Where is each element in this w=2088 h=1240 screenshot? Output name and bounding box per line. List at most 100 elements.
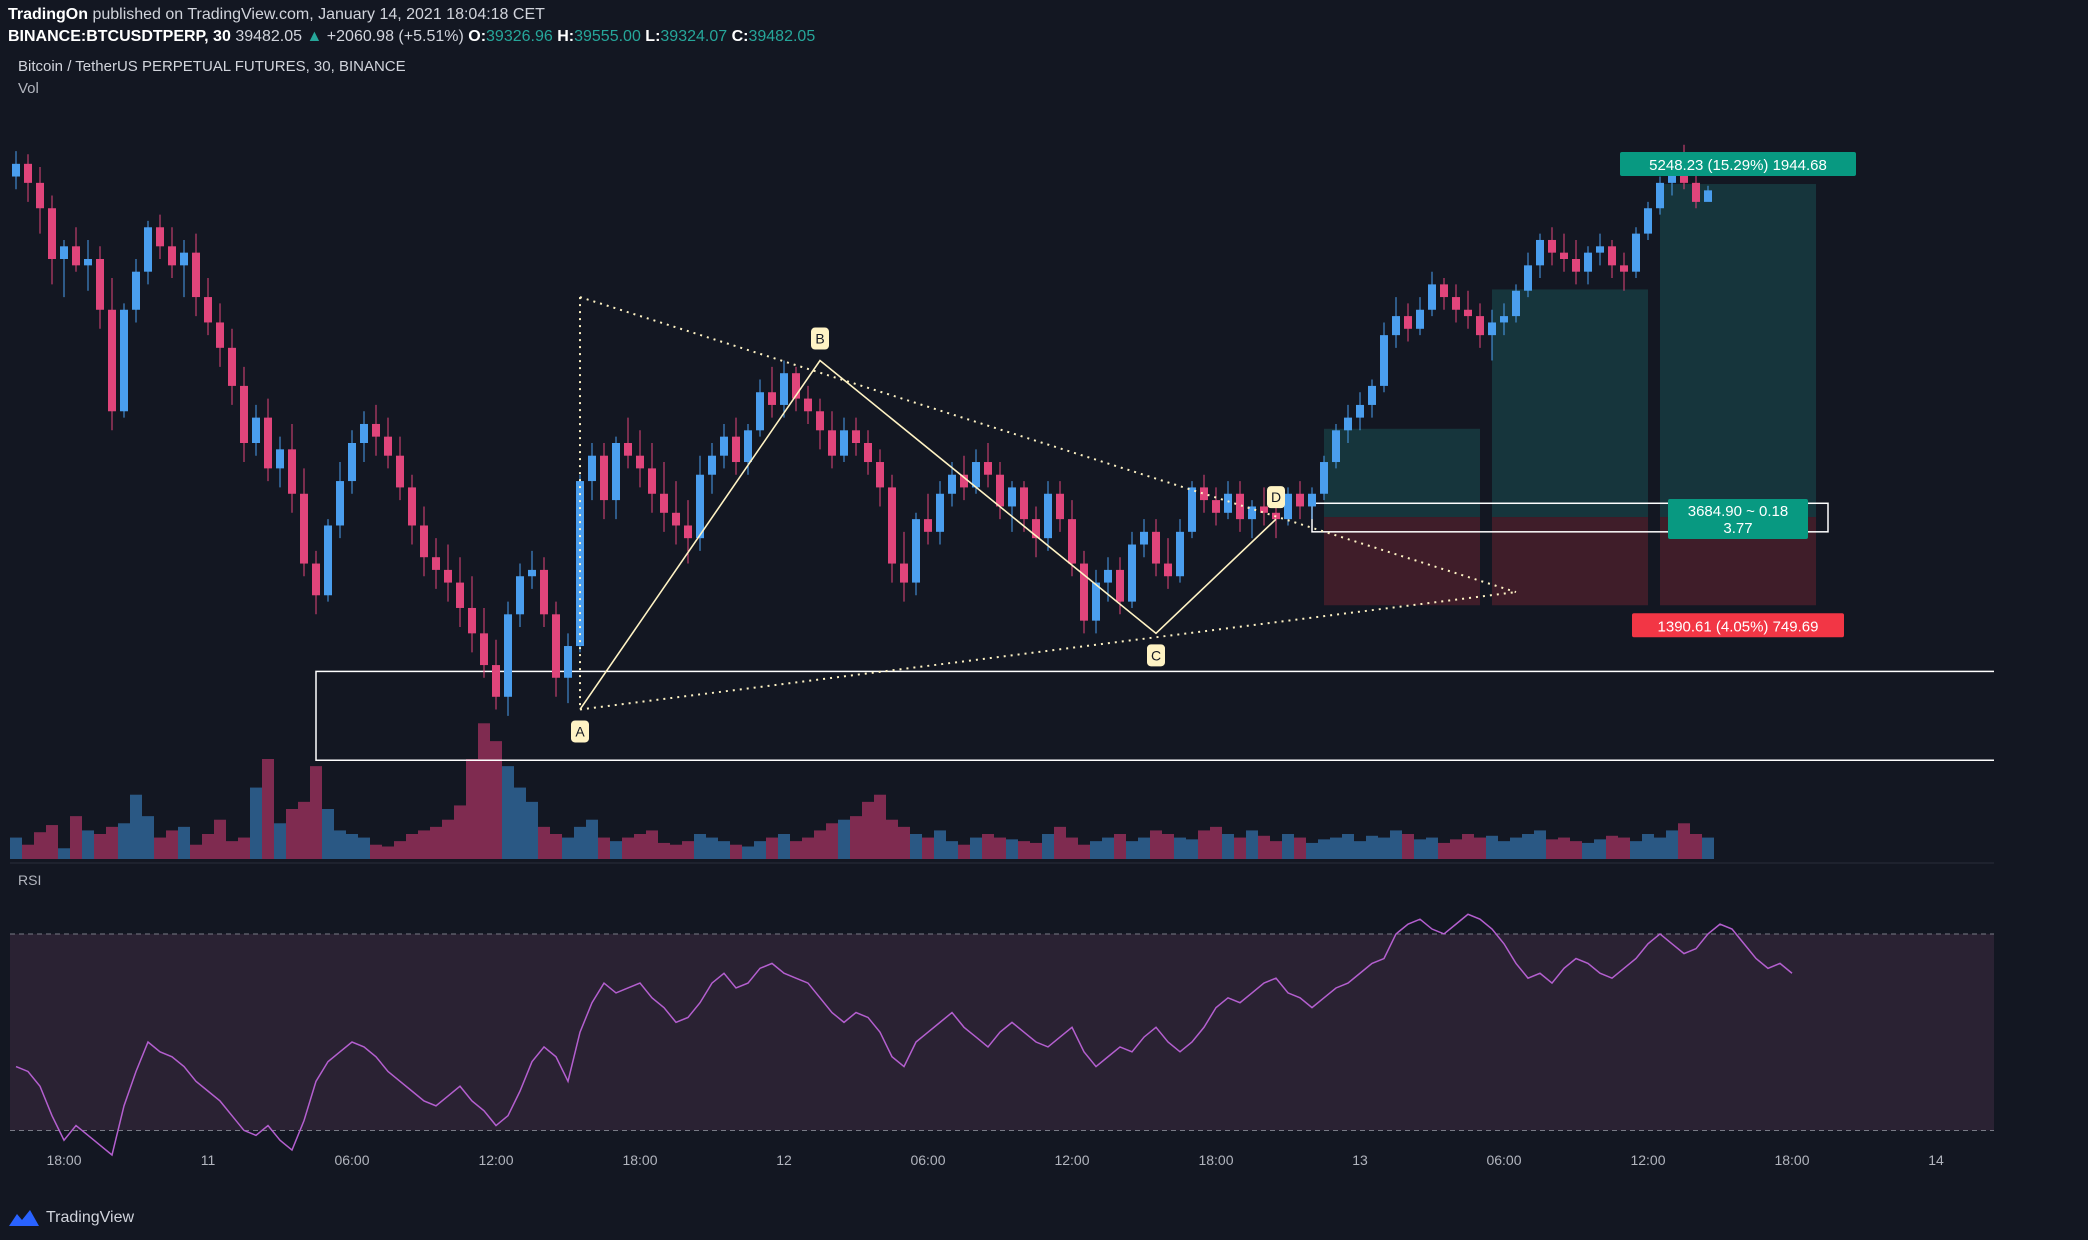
candle-body [1092,582,1100,621]
pattern-point-d[interactable]: D [1267,486,1285,509]
volume-bar [682,841,694,859]
candle-body [1044,493,1052,539]
candle-body [756,392,764,431]
price-chart[interactable]: Bitcoin / TetherUS PERPETUAL FUTURES, 30… [10,55,1994,1165]
volume-bar [502,766,514,859]
volume-bar [1498,841,1510,859]
pattern-point-c[interactable]: C [1147,644,1165,667]
volume-bar [790,841,802,859]
candle-body [1704,190,1712,202]
volume-bar [586,819,598,859]
last-price: 39482.05 [235,28,303,45]
volume-bar [1630,841,1642,859]
volume-bar [1138,837,1150,859]
candle-body [1356,404,1364,418]
candle-body [1560,252,1568,259]
publish-info: published on TradingView.com, January 14… [92,6,545,23]
candle-body [204,297,212,323]
mid-label-text-1: 3684.90 ~ 0.18 [1688,503,1789,520]
candle-body [156,227,164,247]
candle-body [372,423,380,437]
volume-bar [1066,837,1078,859]
volume-bar [1162,834,1174,859]
footer-brand[interactable]: TradingView [46,1209,135,1226]
pattern-point-b[interactable]: B [811,327,829,350]
publisher-name[interactable]: TradingOn [8,6,88,23]
candle-body [1188,487,1196,532]
volume-bar [1234,837,1246,859]
candle-body [228,347,236,386]
pattern-point-badge [811,327,829,350]
candle-body [1680,170,1688,183]
volume-bar [646,830,658,859]
pattern-point-label: C [1151,647,1161,663]
volume-bar [574,826,586,859]
candle-body [600,455,608,501]
time-tick-label: 06:00 [1486,1152,1521,1165]
volume-bar [1486,835,1498,859]
triangle-upper-line[interactable] [579,296,1517,594]
price-change: +2060.98 (+5.51%) [326,28,464,45]
candle-body [264,417,272,469]
volume-bar [1258,835,1270,859]
volume-bar [130,794,142,859]
stop-label: 1390.61 (4.05%) 749.69 [1632,613,1844,638]
volume-bar [10,837,22,859]
time-tick-label: 13 [1352,1152,1368,1165]
candle-body [1452,297,1460,310]
candle-body [996,474,1004,507]
candle-body [108,309,116,412]
close-label: C: [731,28,749,45]
rsi-pane [10,913,1994,1157]
volume-bar [694,834,706,859]
volume-bar [1402,834,1414,859]
candle-body [1164,563,1172,577]
time-tick-label: 18:00 [622,1152,657,1165]
candle-body [1080,563,1088,621]
candle-body [972,462,980,488]
candle-body [528,569,536,577]
volume-bar [994,837,1006,859]
candle-body [864,443,872,463]
volume-bar [490,741,502,859]
volume-bar [706,837,718,859]
support-zone[interactable] [315,670,1994,761]
time-tick-label: 18:00 [1774,1152,1809,1165]
volume-bar [1606,835,1618,859]
candle-body [1380,335,1388,386]
candle-body [792,373,800,399]
target-zone [1660,184,1816,518]
time-tick-label: 12 [776,1152,792,1165]
volume-bar [514,787,526,859]
volume-bar [214,819,226,859]
time-axis[interactable]: 18:00 11 06:00 12:00 18:00 12 06:00 12:00 18:00 1… [46,1152,1994,1165]
legend-vol: Vol [18,80,39,97]
candle-body [1140,531,1148,545]
volume-bar [766,837,778,859]
volume-bar [1666,830,1678,859]
candle-body [96,259,104,310]
candle-body [672,512,680,526]
volume-bar [1678,823,1690,859]
candle-body [720,436,728,456]
high-value: 39555.00 [574,28,641,45]
candle-body [516,576,524,615]
candle-body [300,493,308,564]
volume-bar [442,819,454,859]
tradingview-logo-icon[interactable] [8,1209,40,1227]
volume-bar [1042,834,1054,859]
volume-bar [730,844,742,859]
candle-body [1440,284,1448,298]
candle-body [1104,569,1112,583]
volume-bar [1222,834,1234,859]
candle-body [1656,182,1664,209]
candle-body [504,614,512,697]
volume-bar [1462,834,1474,859]
candle-body [768,392,776,405]
volume-bar [1150,830,1162,859]
candle-body [324,525,332,596]
abcd-pattern-line[interactable] [579,359,1277,710]
pattern-point-a[interactable]: A [571,720,589,743]
volume-bar [1654,837,1666,859]
time-tick-label: 06:00 [334,1152,369,1165]
